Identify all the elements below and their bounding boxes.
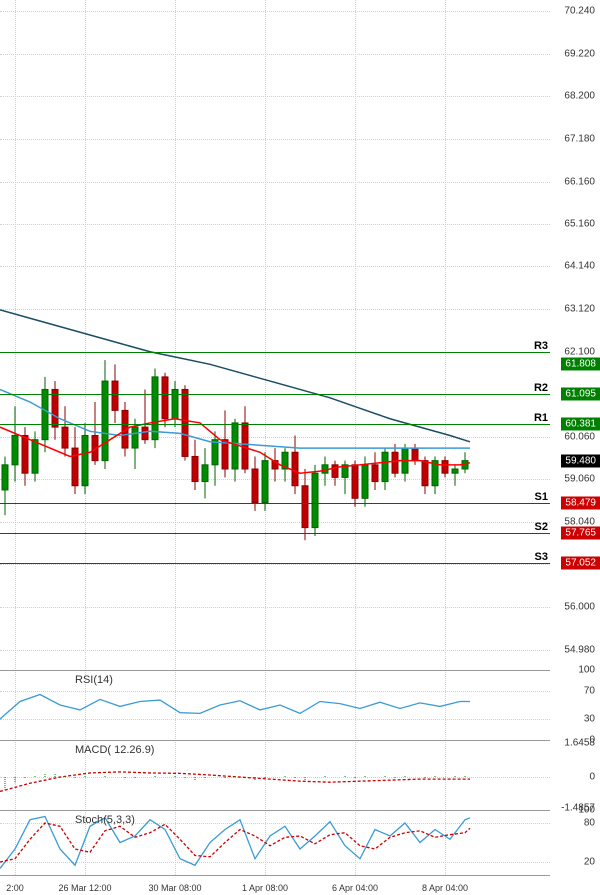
indicator-y-label: 80: [584, 818, 595, 829]
indicator-y-label: 100: [578, 805, 595, 816]
candle-body: [112, 381, 118, 410]
indicator-y-label: 20: [584, 857, 595, 868]
indicator-y-label: 0: [589, 772, 595, 783]
x-tick-label: 6 Apr 04:00: [332, 883, 378, 893]
candle-body: [352, 465, 358, 499]
level-tag-S1: 58.479: [561, 497, 600, 510]
chart-container: R3R2R1S1S2S3 54.98056.00057.02058.04059.…: [0, 0, 600, 895]
chart-svg: [0, 0, 550, 895]
candle-body: [262, 461, 268, 503]
candle-body: [392, 452, 398, 473]
y-tick-label: 66.160: [564, 176, 595, 187]
y-tick-label: 56.000: [564, 602, 595, 613]
candle-body: [222, 440, 228, 469]
y-tick-label: 58.040: [564, 516, 595, 527]
candle-body: [72, 448, 78, 486]
candle-body: [162, 377, 168, 419]
macd-label: MACD( 12.26.9): [75, 744, 154, 756]
y-tick-label: 60.060: [564, 432, 595, 443]
level-R2: [0, 394, 550, 395]
stoch-label: Stoch(5,3,3): [75, 814, 135, 826]
level-label-S3: S3: [535, 551, 548, 563]
level-tag-R1: 60.381: [561, 417, 600, 430]
candle-body: [292, 452, 298, 486]
level-S1: [0, 503, 550, 504]
panel-separator: [0, 875, 550, 876]
indicator-y-label: 1.6458: [564, 738, 595, 749]
candle-body: [252, 469, 258, 503]
macd-signal: [0, 772, 470, 792]
candle-body: [12, 436, 18, 465]
candle-body: [142, 427, 148, 440]
candle-body: [332, 465, 338, 478]
y-tick-label: 62.100: [564, 346, 595, 357]
rsi-line: [0, 695, 470, 720]
level-S3: [0, 563, 550, 564]
indicator-y-label: 30: [584, 714, 595, 725]
level-label-S2: S2: [535, 521, 548, 533]
panel-separator: [0, 810, 550, 811]
candle-body: [22, 436, 28, 474]
y-tick-label: 64.140: [564, 261, 595, 272]
candle-body: [412, 448, 418, 461]
y-tick-label: 69.220: [564, 48, 595, 59]
x-tick-label: 2:00: [6, 883, 24, 893]
level-label-R1: R1: [534, 412, 548, 424]
y-tick-label: 54.980: [564, 644, 595, 655]
panel-separator: [0, 670, 550, 671]
candle-body: [212, 440, 218, 465]
level-S2: [0, 533, 550, 534]
candle-body: [32, 440, 38, 474]
indicator-y-label: 70: [584, 686, 595, 697]
candle-body: [132, 427, 138, 448]
level-label-S1: S1: [535, 491, 548, 503]
level-tag-R2: 61.095: [561, 387, 600, 400]
x-tick-label: 1 Apr 08:00: [242, 883, 288, 893]
x-tick-label: 30 Mar 08:00: [148, 883, 201, 893]
y-tick-label: 59.060: [564, 474, 595, 485]
candle-body: [2, 465, 8, 490]
candle-body: [62, 427, 68, 448]
level-label-R2: R2: [534, 382, 548, 394]
candle-body: [382, 452, 388, 481]
level-tag-S2: 57.765: [561, 527, 600, 540]
y-tick-label: 63.120: [564, 304, 595, 315]
panel-separator: [0, 740, 550, 741]
x-tick-label: 8 Apr 04:00: [422, 883, 468, 893]
candle-body: [422, 461, 428, 486]
candle-body: [82, 436, 88, 486]
level-R3: [0, 352, 550, 353]
level-tag-S3: 57.052: [561, 557, 600, 570]
level-label-R3: R3: [534, 340, 548, 352]
candle-body: [362, 465, 368, 499]
y-tick-label: 67.180: [564, 134, 595, 145]
indicator-y-label: 100: [578, 665, 595, 676]
y-tick-label: 70.240: [564, 5, 595, 16]
candle-body: [42, 389, 48, 439]
candle-body: [302, 486, 308, 528]
candle-body: [452, 469, 458, 473]
candle-body: [52, 389, 58, 427]
stoch-d: [0, 823, 470, 862]
candle-body: [372, 465, 378, 482]
level-tag-extra: 61.808: [561, 357, 600, 370]
x-axis: 2:00 26 Mar 12:00 30 Mar 08:00 1 Apr 08:00 6…: [0, 875, 550, 895]
x-tick-label: 26 Mar 12:00: [58, 883, 111, 893]
candle-body: [192, 456, 198, 481]
y-tick-label: 65.160: [564, 218, 595, 229]
candle-body: [152, 377, 158, 440]
candle-body: [202, 465, 208, 482]
y-axis: 54.98056.00057.02058.04059.06060.06061.0…: [550, 0, 600, 895]
candle-body: [442, 461, 448, 474]
current-price-tag: 59.480: [561, 455, 600, 468]
level-R1: [0, 424, 550, 425]
candle-body: [242, 423, 248, 469]
y-tick-label: 68.200: [564, 91, 595, 102]
candle-body: [312, 473, 318, 527]
rsi-label: RSI(14): [75, 674, 113, 686]
candle-body: [232, 423, 238, 469]
